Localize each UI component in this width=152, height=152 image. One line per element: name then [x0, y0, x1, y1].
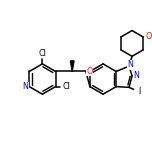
Text: O: O: [145, 32, 152, 41]
Text: N: N: [133, 71, 139, 81]
Text: N: N: [23, 82, 28, 91]
Text: N: N: [128, 60, 133, 69]
Text: I: I: [138, 87, 141, 96]
Polygon shape: [70, 61, 74, 71]
Text: Cl: Cl: [62, 82, 70, 91]
Text: Cl: Cl: [38, 49, 46, 58]
Text: O: O: [87, 67, 93, 76]
